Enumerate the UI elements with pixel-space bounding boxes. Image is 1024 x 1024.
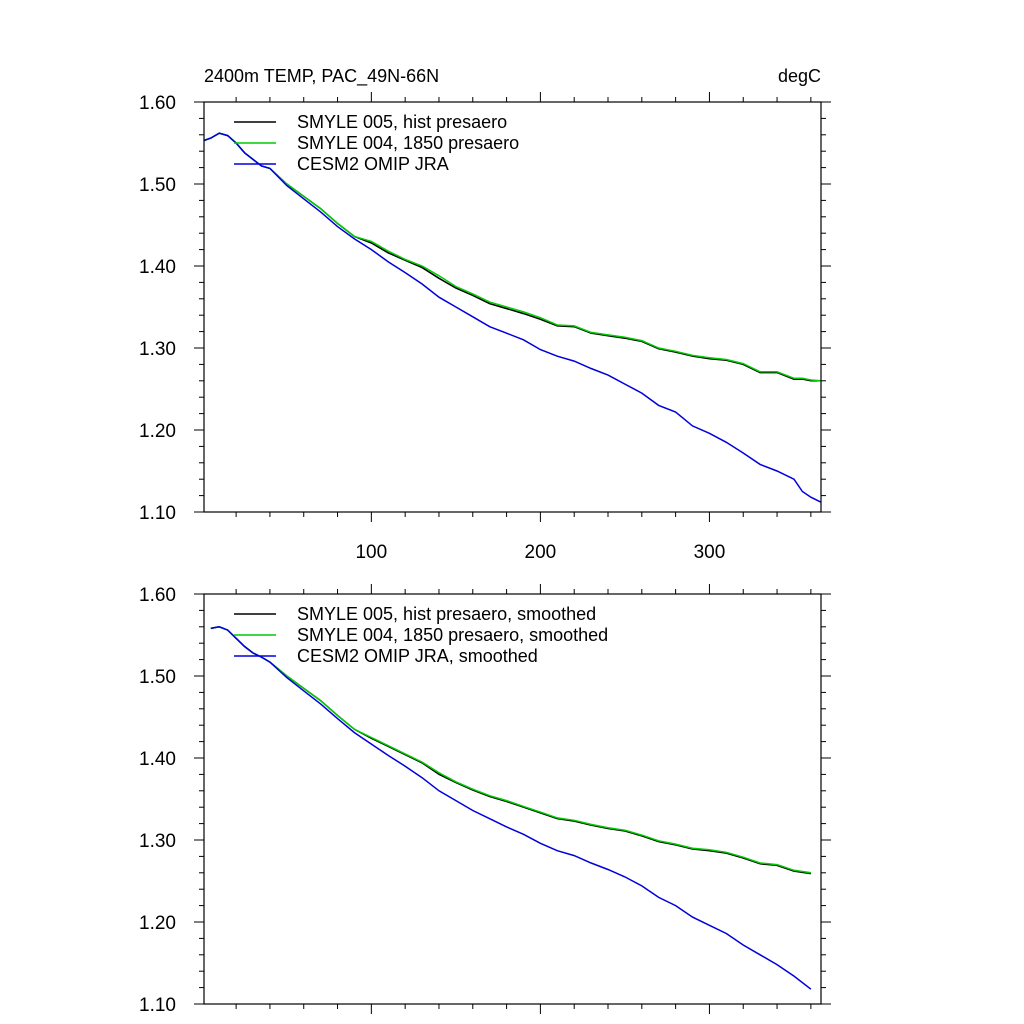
y-tick-label: 1.10 xyxy=(139,995,176,1016)
x-tick-label: 100 xyxy=(355,542,387,563)
y-tick-label: 1.40 xyxy=(139,749,176,770)
x-tick-label: 300 xyxy=(694,542,726,563)
legend-label-0: SMYLE 005, hist presaero, smoothed xyxy=(297,604,596,624)
y-tick-label: 1.50 xyxy=(139,175,176,196)
plot-frame xyxy=(203,593,822,1005)
bottom-panel: 1.10 1.20 1.30 1.40 1.50 1.60 SMYLE 005, hist… xyxy=(139,584,831,1016)
series-line-2 xyxy=(210,626,812,990)
legend-label-1: SMYLE 004, 1850 presaero xyxy=(297,133,519,153)
top-panel: 2400m TEMP, PAC_49N-66N degC 1.10 1.20 1.3… xyxy=(139,66,831,563)
legend-label-0: SMYLE 005, hist presaero xyxy=(297,112,507,132)
y-tick-label: 1.30 xyxy=(139,831,176,852)
y-tick-label: 1.30 xyxy=(139,339,176,360)
x-tick-label: 200 xyxy=(525,542,557,563)
legend-label-2: CESM2 OMIP JRA, smoothed xyxy=(297,646,538,666)
y-tick-label: 1.60 xyxy=(139,93,176,114)
y-tick-label: 1.50 xyxy=(139,667,176,688)
y-tick-label: 1.60 xyxy=(139,585,176,606)
legend-label-2: CESM2 OMIP JRA xyxy=(297,154,449,174)
y-tick-label: 1.20 xyxy=(139,421,176,442)
y-tick-label: 1.20 xyxy=(139,913,176,934)
series-line-2 xyxy=(203,132,822,503)
y-tick-label: 1.40 xyxy=(139,257,176,278)
chart-units: degC xyxy=(778,66,821,86)
legend-label-1: SMYLE 004, 1850 presaero, smoothed xyxy=(297,625,608,645)
y-tick-label: 1.10 xyxy=(139,503,176,524)
chart-title: 2400m TEMP, PAC_49N-66N xyxy=(204,66,439,87)
plot-frame xyxy=(203,101,822,513)
